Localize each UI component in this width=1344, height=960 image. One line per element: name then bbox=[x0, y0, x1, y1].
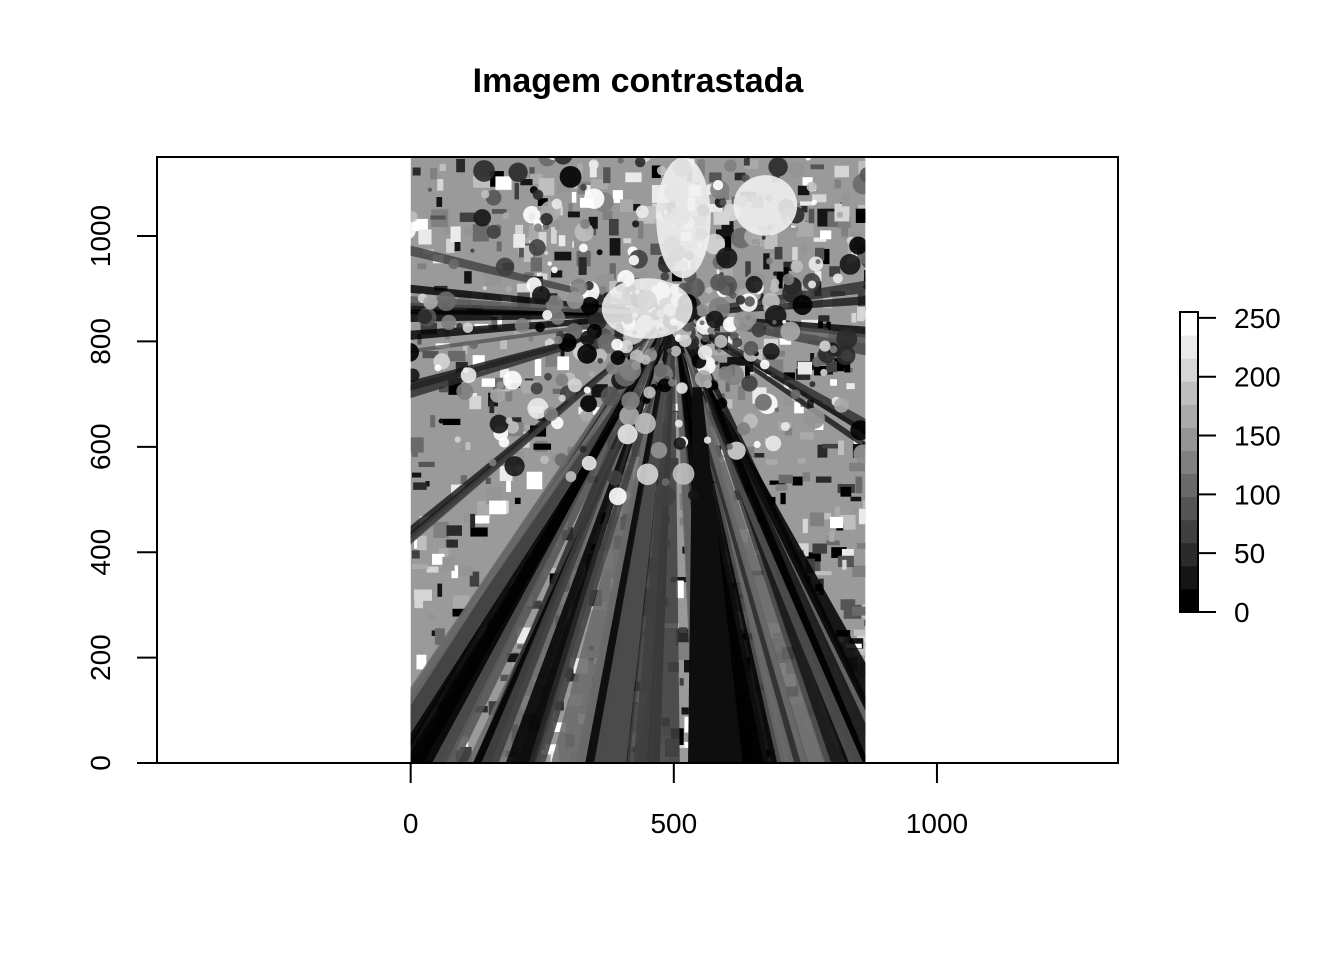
colorbar-swatch bbox=[1180, 404, 1198, 428]
colorbar-frame bbox=[1179, 311, 1199, 613]
colorbar-tick-label: 250 bbox=[1234, 303, 1281, 334]
colorbar-swatch bbox=[1180, 519, 1198, 544]
colorbar-legend: 0 50 100 150 200 250 bbox=[1179, 303, 1281, 628]
colorbar-swatch bbox=[1180, 358, 1198, 382]
colorbar-swatch bbox=[1180, 427, 1198, 451]
colorbar-tick-label: 100 bbox=[1234, 479, 1281, 510]
y-tick-label: 200 bbox=[85, 634, 116, 681]
colorbar-tick-label: 150 bbox=[1234, 421, 1281, 452]
colorbar-swatch bbox=[1180, 473, 1198, 498]
colorbar-swatch bbox=[1180, 312, 1198, 336]
x-tick-label: 500 bbox=[650, 808, 697, 839]
colorbar-swatch bbox=[1180, 496, 1198, 521]
colorbar-tick-label: 200 bbox=[1234, 362, 1281, 393]
y-tick-label: 1000 bbox=[85, 205, 116, 267]
y-tick-label: 0 bbox=[85, 755, 116, 771]
chart-title: Imagem contrastada bbox=[473, 62, 805, 100]
colorbar-tick-label: 50 bbox=[1234, 538, 1265, 569]
colorbar-swatch bbox=[1180, 450, 1198, 475]
colorbar-tick-label: 0 bbox=[1234, 597, 1250, 628]
x-tick-label: 0 bbox=[403, 808, 419, 839]
x-axis: 0 500 1000 bbox=[403, 762, 968, 839]
colorbar-swatch bbox=[1180, 542, 1198, 567]
colorbar-swatch bbox=[1180, 335, 1198, 359]
y-tick-label: 400 bbox=[85, 529, 116, 576]
colorbar-swatch bbox=[1180, 381, 1198, 405]
colorbar-swatch bbox=[1180, 588, 1198, 613]
forest-image bbox=[410, 157, 866, 763]
y-axis: 0 200 400 600 800 1000 bbox=[85, 205, 158, 771]
colorbar-swatch bbox=[1180, 565, 1198, 590]
y-tick-label: 800 bbox=[85, 318, 116, 365]
y-tick-label: 600 bbox=[85, 423, 116, 470]
x-tick-label: 1000 bbox=[906, 808, 968, 839]
